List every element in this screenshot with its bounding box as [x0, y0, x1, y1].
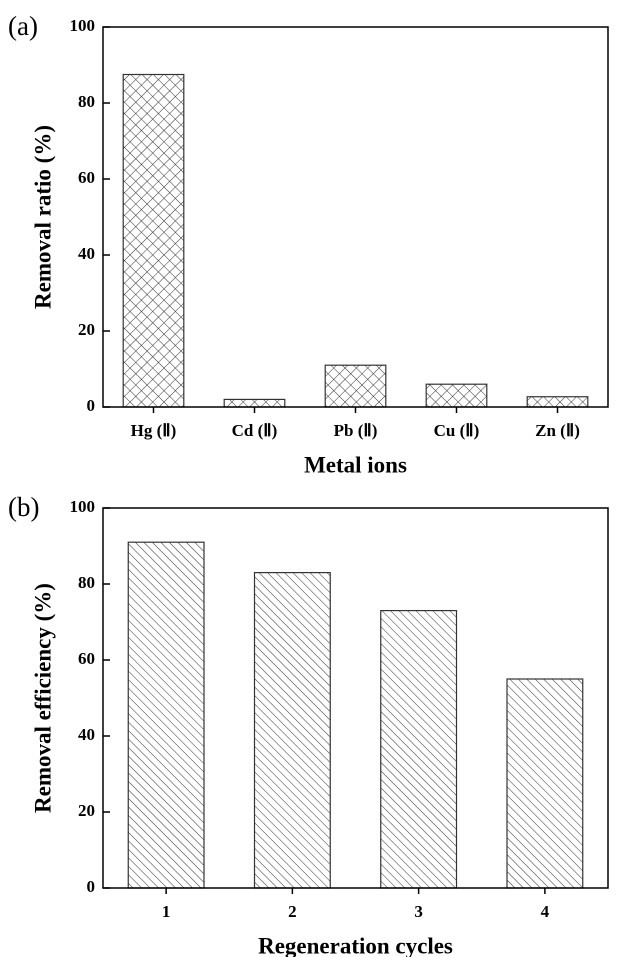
- bar: [122, 73, 185, 408]
- x-axis-title: Regeneration cycles: [258, 933, 453, 957]
- bar: [127, 541, 205, 889]
- y-tick-label: 40: [78, 244, 95, 263]
- bar: [253, 571, 331, 889]
- y-tick-label: 0: [87, 396, 96, 415]
- y-tick-label: 40: [78, 725, 95, 744]
- x-tick-label: Cd (Ⅱ): [232, 421, 278, 440]
- y-tick-label: 20: [78, 320, 95, 339]
- x-tick-label: Zn (Ⅱ): [535, 421, 580, 440]
- bar: [223, 398, 286, 408]
- x-tick-label: 4: [541, 902, 550, 921]
- bar: [506, 678, 584, 889]
- panel-label: (b): [8, 492, 39, 522]
- y-tick-label: 60: [78, 649, 95, 668]
- bar: [425, 383, 488, 408]
- y-tick-label: 20: [78, 801, 95, 820]
- y-tick-label: 0: [87, 877, 96, 896]
- x-tick-label: Cu (Ⅱ): [434, 421, 480, 440]
- x-tick-label: 1: [162, 902, 171, 921]
- y-axis-title: Removal ratio (%): [30, 125, 55, 309]
- plot-frame: [102, 26, 609, 408]
- bar: [526, 396, 589, 408]
- y-tick-label: 80: [78, 92, 95, 111]
- y-tick-label: 60: [78, 168, 95, 187]
- panel-label: (a): [8, 11, 38, 41]
- y-tick-label: 100: [70, 16, 96, 35]
- bar: [324, 364, 387, 408]
- y-tick-label: 80: [78, 573, 95, 592]
- y-tick-label: 100: [70, 497, 96, 516]
- bar: [380, 609, 458, 889]
- x-axis-title: Metal ions: [304, 452, 407, 477]
- plot-frame: [102, 507, 609, 889]
- x-tick-label: 2: [288, 902, 297, 921]
- x-tick-label: 3: [414, 902, 423, 921]
- x-tick-label: Hg (Ⅱ): [131, 421, 177, 440]
- x-tick-label: Pb (Ⅱ): [334, 421, 378, 440]
- y-axis-title: Removal efficiency (%): [30, 583, 55, 813]
